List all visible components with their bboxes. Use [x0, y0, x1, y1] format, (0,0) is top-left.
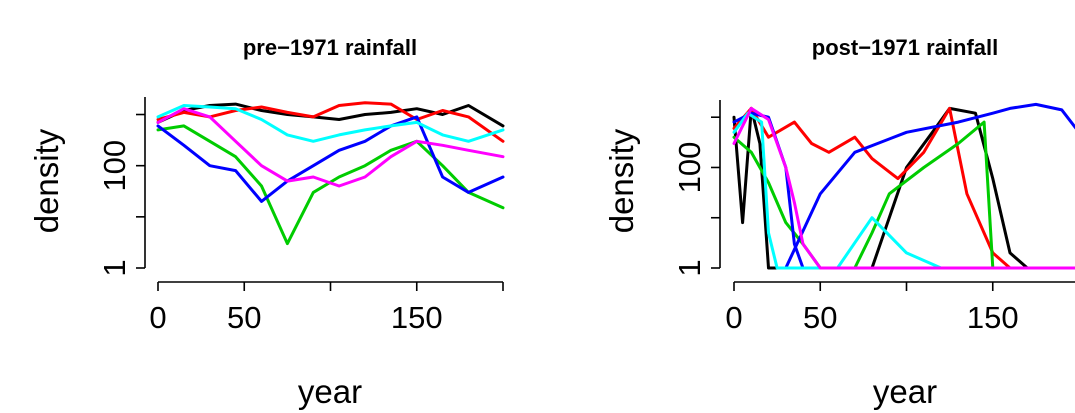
tick-group: 0 50 150 1 100 — [97, 113, 504, 335]
x-tick-label: 150 — [391, 300, 443, 335]
chart-title: post−1971 rainfall — [812, 35, 998, 60]
series-line-2 — [156, 124, 505, 246]
series-line-4 — [156, 104, 505, 143]
series-line-4 — [784, 102, 1075, 270]
series-group — [156, 101, 505, 246]
y-tick-label: 1 — [97, 259, 132, 276]
x-tick-label: 0 — [149, 300, 166, 335]
y-tick-label: 100 — [97, 140, 132, 192]
series-line-1 — [156, 101, 505, 143]
y-tick-label: 1 — [672, 259, 707, 276]
series-line-3 — [732, 111, 1075, 270]
x-tick-label: 150 — [967, 300, 1019, 335]
x-axis-label: year — [873, 373, 937, 410]
y-axis-label: density — [28, 128, 65, 233]
series-line-6 — [732, 106, 1075, 270]
series-line-0 — [732, 106, 1075, 270]
x-tick-label: 0 — [725, 300, 742, 335]
y-tick-label: 100 — [672, 142, 707, 194]
x-tick-label: 50 — [227, 300, 261, 335]
x-tick-label: 50 — [803, 300, 837, 335]
y-axis-label: density — [603, 128, 640, 233]
chart-panel-pre-1971: pre−1971 rainfall year density 0 50 150 1 10… — [28, 35, 505, 410]
series-line-2 — [732, 120, 1075, 270]
chart-title: pre−1971 rainfall — [243, 35, 417, 60]
tick-group: 0 50 150 1 100 — [672, 116, 1019, 335]
series-line-1 — [732, 106, 1075, 270]
series-line-5 — [732, 111, 1075, 270]
chart-panel-post-1971: post−1971 rainfall year density 0 50 150 1 1… — [603, 35, 1075, 410]
series-line-3 — [156, 115, 505, 203]
series-group — [732, 102, 1075, 270]
series-line-5 — [156, 107, 505, 188]
x-axis-label: year — [298, 373, 362, 410]
